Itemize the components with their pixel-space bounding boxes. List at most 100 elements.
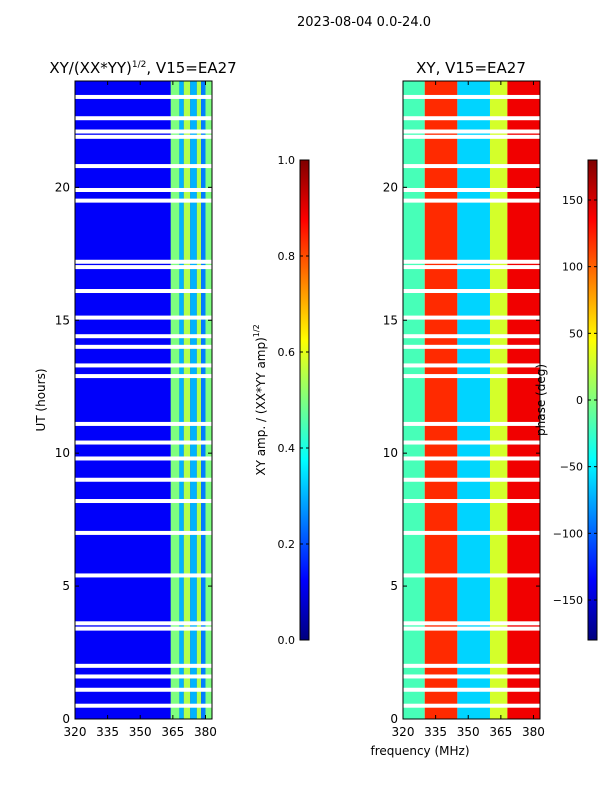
colorbar-tick-label: 0	[576, 394, 583, 407]
data-gap-12	[75, 421, 212, 426]
data-gap-4	[403, 626, 540, 631]
data-gap-1	[75, 687, 212, 692]
data-gap-13	[403, 374, 540, 379]
heatmap-region-1	[424, 81, 458, 719]
data-gap-0	[75, 703, 212, 708]
y-tick-label: 10	[383, 446, 398, 460]
data-gap-2	[403, 674, 540, 679]
data-gap-6	[403, 573, 540, 578]
colorbar-tick-label: 1.0	[278, 154, 296, 167]
data-gap-15	[403, 344, 540, 349]
data-gap-19	[75, 265, 212, 270]
amplitude-heatmap: 320 335 350 365 380 0 5 10 15 20	[55, 80, 217, 739]
y-tick-label: 0	[390, 712, 398, 726]
data-gap-14	[403, 363, 540, 368]
data-gap-4	[75, 626, 212, 631]
data-gap-11	[403, 440, 540, 445]
data-gap-16	[75, 334, 212, 339]
heatmap-band-1	[170, 81, 180, 719]
data-gap-13	[75, 374, 212, 379]
phase-colorbar-label: phase (deg)	[534, 364, 548, 436]
data-gap-26	[75, 116, 212, 121]
heatmap-band-0	[75, 81, 171, 719]
y-tick-label: 20	[383, 180, 398, 194]
amp-colorbar-label: XY amp. / (XX*YY amp)1/2	[252, 324, 268, 475]
colorbar-tick-label: −100	[553, 527, 583, 540]
data-gap-19	[403, 265, 540, 270]
phase-colorbar: −150 −100 −50 0 50 100 150	[553, 159, 598, 641]
data-gap-22	[75, 187, 212, 192]
heatmap-band-2	[179, 81, 184, 719]
data-gap-12	[403, 421, 540, 426]
data-gap-9	[403, 477, 540, 482]
heatmap-region-4	[507, 81, 540, 719]
data-gap-20	[75, 259, 212, 264]
data-gap-24	[75, 134, 212, 139]
data-gap-3	[75, 663, 212, 668]
data-gap-27	[403, 94, 540, 99]
x-tick-label: 350	[457, 725, 480, 739]
data-gap-9	[75, 477, 212, 482]
y-tick-label: 10	[55, 446, 70, 460]
data-gap-27	[75, 94, 212, 99]
x-tick-label: 380	[194, 725, 217, 739]
colorbar-tick-label: 50	[569, 327, 583, 340]
data-gap-17	[403, 315, 540, 320]
amp-cbar-label-main: XY amp. / (XX*YY amp)	[254, 337, 268, 475]
data-gap-10	[75, 456, 212, 461]
colorbar-tick-label: 150	[562, 194, 583, 207]
x-tick-label: 320	[392, 725, 415, 739]
data-gap-18	[75, 289, 212, 294]
heatmap-band-6	[201, 81, 206, 719]
x-tick-label: 380	[522, 725, 545, 739]
colorbar-tick-label: 0.6	[278, 346, 296, 359]
data-gap-1	[403, 687, 540, 692]
y-axis-label: UT (hours)	[34, 368, 48, 431]
x-tick-label: 350	[129, 725, 152, 739]
data-gap-21	[403, 198, 540, 203]
data-gap-10	[403, 456, 540, 461]
data-gap-16	[403, 334, 540, 339]
data-gap-11	[75, 440, 212, 445]
axes-frame	[74, 80, 213, 720]
data-gap-5	[403, 621, 540, 626]
x-tick-label: 365	[161, 725, 184, 739]
heatmap-region-2	[457, 81, 490, 719]
data-gap-2	[75, 674, 212, 679]
heatmap-region-0	[403, 81, 425, 719]
data-gap-6	[75, 573, 212, 578]
data-gap-23	[403, 164, 540, 169]
left-title-exp: 1/2	[132, 60, 146, 70]
data-gap-26	[403, 116, 540, 121]
data-gap-8	[403, 499, 540, 504]
x-tick-label: 365	[489, 725, 512, 739]
x-tick-label: 335	[424, 725, 447, 739]
right-panel-title: XY, V15=EA27	[416, 59, 526, 77]
data-gap-17	[75, 315, 212, 320]
data-gap-3	[403, 663, 540, 668]
colorbar-tick-label: 100	[562, 261, 583, 274]
data-gap-7	[403, 530, 540, 535]
data-gap-22	[403, 187, 540, 192]
colorbar-tick-label: 0.4	[278, 442, 296, 455]
data-gap-14	[75, 363, 212, 368]
colorbar-tick-label: −150	[553, 594, 583, 607]
heatmap-region-3	[489, 81, 508, 719]
amp-cbar-label-exp: 1/2	[252, 324, 261, 337]
data-gap-8	[75, 499, 212, 504]
phase-heatmap: 320 335 350 365 380 0 5 10 15 20	[383, 80, 545, 739]
data-gap-18	[403, 289, 540, 294]
data-gap-5	[75, 621, 212, 626]
data-gap-25	[403, 129, 540, 134]
heatmap-band-4	[190, 81, 197, 719]
y-tick-label: 5	[62, 579, 70, 593]
colorbar-tick-label: −50	[560, 461, 583, 474]
y-tick-label: 15	[55, 313, 70, 327]
data-gap-23	[75, 164, 212, 169]
colorbar-tick-label: 0.8	[278, 250, 296, 263]
heatmap-band-5	[196, 81, 202, 719]
y-tick-label: 20	[55, 180, 70, 194]
data-gap-0	[403, 703, 540, 708]
y-tick-label: 15	[383, 313, 398, 327]
x-tick-label: 335	[96, 725, 119, 739]
